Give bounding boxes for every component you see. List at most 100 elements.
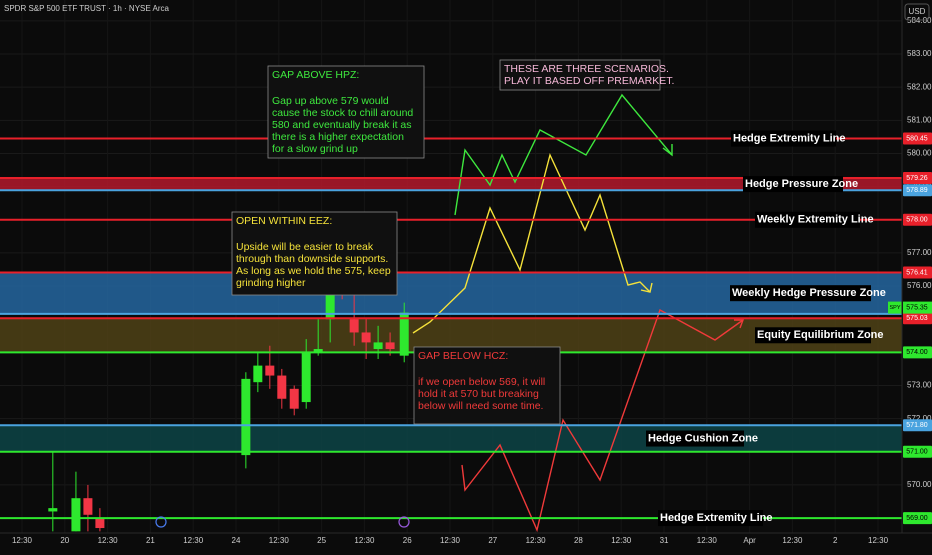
x-tick-label: Apr [743, 536, 756, 545]
annotation-line: hold it at 570 but breaking [418, 388, 539, 400]
price-tag-label: 575.03 [906, 315, 928, 322]
annotation-line: there is a higher expectation [272, 131, 404, 143]
scenario-up [454, 93, 673, 216]
zone-label-bg [743, 176, 843, 193]
annotation-line: through than downside supports. [236, 253, 388, 265]
x-tick-label: 12:30 [697, 536, 718, 545]
zone-label-bg [755, 327, 871, 344]
price-tag-label: 569.00 [906, 515, 928, 522]
candle-body [373, 342, 383, 350]
level-label: Hedge Extremity Line [733, 132, 845, 144]
candle-body [48, 508, 58, 512]
x-tick-label: 12:30 [354, 536, 375, 545]
x-tick-label: 12:30 [269, 536, 290, 545]
annotation-title: GAP ABOVE HPZ: [272, 69, 359, 81]
level-label-bg [755, 211, 860, 228]
annotation-line: for a slow grind up [272, 143, 358, 155]
candle-body [385, 342, 395, 350]
annotation-title: GAP BELOW HCZ: [418, 350, 508, 362]
zone-label: Hedge Pressure Zone [745, 178, 858, 190]
event-icon [155, 516, 167, 528]
y-tick-label: 572.00 [907, 414, 932, 423]
price-tag-label: 578.00 [906, 217, 928, 224]
arrow-head [640, 282, 653, 293]
price-tag [903, 312, 932, 325]
annotation-line: below will need some time. [418, 400, 543, 412]
annotation-line: 580 and eventually break it as [272, 119, 412, 131]
y-tick-label: 580.00 [907, 149, 932, 158]
currency: USD [909, 7, 926, 16]
y-tick-label: 577.00 [907, 248, 932, 257]
annotation-line: As long as we hold the 575, keep [236, 265, 391, 277]
annotation-line: if we open below 569, it will [418, 376, 545, 388]
level-label: Hedge Extremity Line [660, 512, 772, 524]
price-tag [903, 184, 932, 197]
zone-label-bg [646, 430, 744, 447]
annotation-title: OPEN WITHIN EEZ: [236, 215, 332, 227]
event-icon [398, 516, 410, 528]
y-tick-label: 570.00 [907, 480, 932, 489]
symbol-tag [888, 301, 902, 314]
price-tag-label: 574.00 [906, 349, 928, 356]
chart-title: SPDR S&P 500 ETF TRUST · 1h · NYSE Arca [4, 4, 169, 13]
annotation-line: grinding higher [236, 277, 306, 289]
candle-body [325, 286, 335, 320]
annotation-line: cause the stock to chill around [272, 107, 413, 119]
price-tag [903, 213, 932, 226]
candle-body [349, 319, 359, 333]
y-tick-label: 576.00 [907, 281, 932, 290]
candle-body [265, 365, 275, 376]
x-tick-label: 12:30 [526, 536, 547, 545]
candle-body [361, 332, 371, 343]
candle-body [313, 349, 323, 353]
candle-body [277, 375, 287, 399]
x-tick-label: 12:30 [440, 536, 461, 545]
y-tick-label: 573.00 [907, 381, 932, 390]
candle-body [83, 498, 93, 515]
price-tag-label: 571.00 [906, 449, 928, 456]
scenario-mid [412, 152, 651, 334]
candle-body [301, 352, 311, 403]
candle-body [241, 378, 251, 456]
scenario-down [461, 308, 744, 533]
level-label-bg [731, 130, 836, 147]
x-tick-label: 12:30 [611, 536, 632, 545]
zone-label-bg [730, 285, 871, 302]
y-tick-label: 581.00 [907, 115, 932, 124]
scenario-paths [412, 93, 745, 533]
annotation-box [499, 59, 661, 91]
candle-body [71, 498, 81, 532]
x-tick-label: 27 [488, 536, 497, 545]
annotation-box [231, 211, 398, 296]
annotation-line: THESE ARE THREE SCENARIOS. [504, 63, 669, 75]
candle-body [95, 518, 105, 529]
price-tag-label: 580.45 [906, 135, 928, 142]
price-tag [903, 419, 932, 432]
x-tick-label: 12:30 [98, 536, 119, 545]
price-tag-label: 576.41 [906, 269, 928, 276]
arrow-head [662, 144, 673, 157]
x-tick-label: 25 [317, 536, 326, 545]
price-tag [903, 512, 932, 525]
symbol-tag-label: SPY [889, 305, 900, 311]
level-label-bg [658, 510, 763, 527]
price-tag-label: 579.26 [906, 175, 928, 182]
currency-box [904, 3, 930, 21]
zone-label: Weekly Hedge Pressure Zone [732, 287, 886, 299]
x-tick-label: 12:30 [12, 536, 33, 545]
price-tag-label: 571.80 [906, 422, 928, 429]
candle-body [399, 312, 409, 356]
zone [0, 177, 902, 191]
x-tick-label: 12:30 [782, 536, 803, 545]
y-tick-label: 582.00 [907, 82, 932, 91]
current-price-tag [903, 301, 932, 314]
x-tick-label: 12:30 [183, 536, 204, 545]
candle-body [253, 365, 263, 383]
x-tick-label: 21 [146, 536, 155, 545]
price-tag [903, 346, 932, 359]
over-layer: Hedge Extremity Line Weekly Extremity Lin… [0, 59, 902, 527]
level-label: Weekly Extremity Line [757, 214, 874, 226]
price-tag [903, 171, 932, 184]
annotation-line: Gap up above 579 would [272, 95, 389, 107]
